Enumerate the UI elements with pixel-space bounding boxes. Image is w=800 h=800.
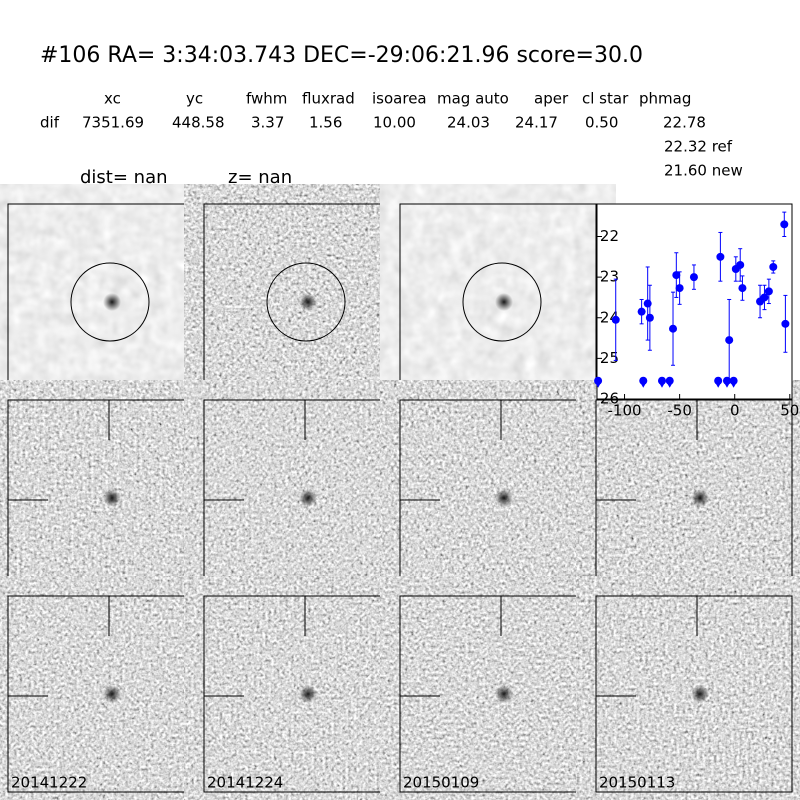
point <box>645 313 654 322</box>
new-mag: 21.60 new <box>664 162 743 180</box>
point <box>780 220 789 229</box>
point <box>611 315 620 324</box>
row-value: 24.03 <box>447 114 490 132</box>
column-header: yc <box>186 90 203 108</box>
source <box>299 685 317 703</box>
column-header: aper <box>534 90 569 108</box>
point <box>672 271 681 280</box>
source <box>495 685 513 703</box>
column-header: phmag <box>639 90 691 108</box>
row-value: 24.17 <box>515 114 558 132</box>
source <box>299 489 317 507</box>
header: #106 RA= 3:34:03.743 DEC=-29:06:21.96 sc… <box>40 43 743 188</box>
point <box>643 299 652 308</box>
point <box>769 262 778 271</box>
point <box>764 287 773 296</box>
x-tick-label: -50 <box>667 402 692 420</box>
column-header: fwhm <box>246 90 287 108</box>
upper-limit-cap <box>594 376 603 385</box>
panels: 20141218 -20131010 R20131010 20141211 201412… <box>7 203 793 793</box>
point <box>675 284 684 293</box>
source <box>103 489 121 507</box>
point <box>669 324 678 333</box>
source <box>495 489 513 507</box>
upper-limit-cap <box>714 376 723 385</box>
point <box>760 293 769 302</box>
panel-label: 20141211 <box>11 578 87 596</box>
point <box>738 284 747 293</box>
panel-label: 20141222 <box>11 774 87 792</box>
aperture <box>266 262 346 342</box>
panel-label: -20131010 <box>207 382 289 400</box>
column-header: mag auto <box>437 90 509 108</box>
panel-border <box>595 595 793 793</box>
aperture <box>462 262 542 342</box>
aperture <box>70 262 150 342</box>
column-header: isoarea <box>372 90 427 108</box>
row-value: 3.37 <box>251 114 284 132</box>
dist: dist= nan <box>80 167 168 188</box>
source <box>103 293 121 311</box>
upper-limit-cap <box>723 376 731 385</box>
point <box>781 319 790 328</box>
source <box>299 293 317 311</box>
column-header: cl star <box>582 90 629 108</box>
y-tick-label: 23 <box>600 268 619 286</box>
x-tick-label: 0 <box>730 402 740 420</box>
panel-label: 20141218 <box>599 578 675 596</box>
row-value: 0.50 <box>585 114 618 132</box>
x-tick-label: -100 <box>608 402 642 420</box>
y-tick-label: 25 <box>600 349 619 367</box>
column-header: fluxrad <box>302 90 355 108</box>
panel-label: 20141218 <box>11 382 87 400</box>
row-value: 10.00 <box>373 114 416 132</box>
point <box>736 260 745 269</box>
panel-label: R20131010 <box>403 382 490 400</box>
source <box>691 489 709 507</box>
row-value: 448.58 <box>172 114 225 132</box>
y-tick-label: 22 <box>600 227 619 245</box>
row-value: 22.78 <box>663 114 706 132</box>
column-header: xc <box>104 90 121 108</box>
upper-limit-cap <box>729 376 738 385</box>
upper-limit-cap <box>639 376 648 385</box>
point <box>725 336 734 345</box>
redshift: z= nan <box>228 167 292 188</box>
row-value: dif <box>40 114 60 132</box>
point <box>689 273 698 282</box>
panel-label: 20150109 <box>403 774 479 792</box>
y-tick-label: 26 <box>600 390 619 408</box>
row-value: 7351.69 <box>82 114 144 132</box>
source <box>103 685 121 703</box>
upper-limit-cap <box>665 376 674 385</box>
point <box>637 307 646 316</box>
panel-label: 20141224 <box>207 774 283 792</box>
upper-limit-cap <box>658 376 666 385</box>
x-tick-label: 50 <box>780 402 799 420</box>
panel-label: 20141213 <box>207 578 283 596</box>
panel-label: 20150113 <box>599 774 675 792</box>
title: #106 RA= 3:34:03.743 DEC=-29:06:21.96 sc… <box>40 43 643 68</box>
row-value: 1.56 <box>309 114 342 132</box>
point <box>716 252 725 261</box>
source <box>495 293 513 311</box>
ref-mag: 22.32 ref <box>664 138 733 156</box>
source <box>691 685 709 703</box>
panel-label: 20141216 <box>403 578 479 596</box>
